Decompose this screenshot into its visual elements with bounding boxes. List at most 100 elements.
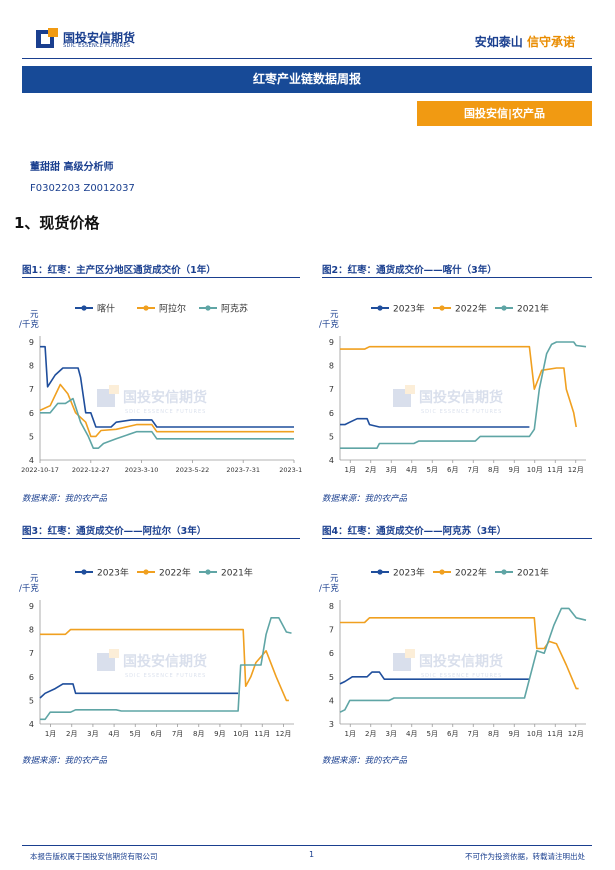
y-tick-label: 8 xyxy=(29,626,34,635)
y-tick-label: 8 xyxy=(329,602,334,611)
x-tick-label: 8月 xyxy=(488,730,499,738)
y-unit-label-bottom: /千克 xyxy=(19,319,39,330)
series-line-2 xyxy=(340,341,587,449)
x-tick-label: 2023-3-10 xyxy=(125,466,159,474)
y-tick-label: 6 xyxy=(29,409,34,418)
x-tick-label: 6月 xyxy=(447,466,458,474)
legend-marker xyxy=(81,569,87,575)
analyst-name: 董甜甜 高级分析师 xyxy=(30,162,114,173)
slogan: 安如泰山 信守承诺 xyxy=(475,33,575,50)
analyst-license: F0302203 Z0012037 xyxy=(30,183,135,194)
figure-3-rule xyxy=(22,538,300,539)
y-tick-label: 7 xyxy=(329,626,334,635)
figure-2-source: 数据来源：我的农产品 xyxy=(322,494,408,504)
footer-copyright: 本报告版权属于国投安信期货有限公司 xyxy=(30,852,158,861)
series-line-2 xyxy=(339,607,587,713)
figure-1-title: 图1：红枣：主产区分地区通货成交价（1年） xyxy=(22,265,216,276)
legend-item-0: 2023年 xyxy=(371,567,425,579)
x-tick-label: 3月 xyxy=(386,730,397,738)
watermark-text-en: SDIC ESSENCE FUTURES xyxy=(125,673,206,679)
legend-item-0: 2023年 xyxy=(371,303,425,315)
x-tick-label: 7月 xyxy=(468,466,479,474)
x-tick-label: 3月 xyxy=(386,466,397,474)
y-unit-label-top: 元 xyxy=(30,310,39,320)
y-tick-label: 5 xyxy=(29,432,34,441)
legend-label: 喀什 xyxy=(97,303,115,315)
legend-marker xyxy=(501,305,507,311)
logo-text-cn: 国投安信期货 xyxy=(63,31,136,45)
legend-item-1: 阿拉尔 xyxy=(137,303,186,315)
page-number: 1 xyxy=(309,850,315,859)
x-tick-label: 6月 xyxy=(447,730,458,738)
watermark-mark-accent xyxy=(405,385,415,394)
x-tick-label: 2月 xyxy=(365,730,376,738)
x-tick-label: 4月 xyxy=(406,466,417,474)
x-tick-label: 12月 xyxy=(568,730,584,738)
legend-marker xyxy=(439,305,445,311)
watermark-text-en: SDIC ESSENCE FUTURES xyxy=(421,673,502,679)
series-line-1 xyxy=(340,345,577,428)
y-unit-label-top: 元 xyxy=(330,310,339,320)
logo-mark-icon xyxy=(36,28,58,48)
figure-2-rule xyxy=(322,277,592,278)
y-tick-label: 7 xyxy=(29,385,34,394)
y-unit-label-bottom: /千克 xyxy=(19,583,39,594)
x-tick-label: 9月 xyxy=(509,466,520,474)
figure-4-source: 数据来源：我的农产品 xyxy=(322,756,408,766)
y-unit-label-top: 元 xyxy=(30,574,39,584)
watermark-text: 国投安信期货 xyxy=(123,653,207,670)
legend-label: 2023年 xyxy=(393,303,425,315)
watermark-mark-accent xyxy=(109,649,119,658)
y-tick-label: 9 xyxy=(29,338,34,347)
legend-label: 2022年 xyxy=(159,567,191,579)
watermark-mark-accent xyxy=(109,385,119,394)
x-tick-label: 11月 xyxy=(547,466,563,474)
legend-item-1: 2022年 xyxy=(433,303,487,315)
y-tick-label: 9 xyxy=(329,338,334,347)
x-tick-label: 8月 xyxy=(488,466,499,474)
x-tick-label: 5月 xyxy=(427,466,438,474)
watermark: 国投安信期货 SDIC ESSENCE FUTURES xyxy=(393,385,503,415)
watermark-mark-icon xyxy=(97,389,115,407)
x-tick-label: 2月 xyxy=(66,730,77,738)
legend-label: 2021年 xyxy=(221,567,253,579)
y-tick-label: 4 xyxy=(29,720,34,729)
x-tick-label: 11月 xyxy=(547,730,563,738)
x-tick-label: 1月 xyxy=(345,466,356,474)
x-tick-label: 11月 xyxy=(254,730,270,738)
legend-marker xyxy=(501,569,507,575)
y-tick-label: 7 xyxy=(29,649,34,658)
watermark-text: 国投安信期货 xyxy=(123,389,207,406)
x-tick-label: 9月 xyxy=(214,730,225,738)
legend-item-0: 2023年 xyxy=(75,567,129,579)
y-tick-label: 4 xyxy=(329,696,334,705)
figure-1-rule xyxy=(22,277,300,278)
watermark-mark-icon xyxy=(393,653,411,671)
x-tick-label: 10月 xyxy=(527,730,543,738)
legend-item-2: 2021年 xyxy=(199,567,253,579)
company-logo: 国投安信期货 SDIC ESSENCE FUTURES xyxy=(36,28,146,54)
watermark-text-en: SDIC ESSENCE FUTURES xyxy=(125,409,206,415)
legend-label: 2023年 xyxy=(97,567,129,579)
legend-marker xyxy=(439,569,445,575)
y-tick-label: 8 xyxy=(329,362,334,371)
x-tick-label: 10月 xyxy=(527,466,543,474)
x-tick-label: 2月 xyxy=(365,466,376,474)
x-tick-label: 1月 xyxy=(45,730,56,738)
watermark: 国投安信期货 SDIC ESSENCE FUTURES xyxy=(97,649,207,679)
legend-label: 2022年 xyxy=(455,567,487,579)
series-line-0 xyxy=(340,417,530,428)
x-tick-label: 5月 xyxy=(427,730,438,738)
series-line-0 xyxy=(40,345,294,428)
figure-4-rule xyxy=(322,538,592,539)
x-tick-label: 2022-10-17 xyxy=(21,466,59,474)
section-heading: 1、现货价格 xyxy=(14,214,100,232)
series-line-2 xyxy=(40,617,292,721)
legend-label: 2021年 xyxy=(517,567,549,579)
legend-marker xyxy=(81,305,87,311)
y-tick-label: 5 xyxy=(29,696,34,705)
legend-label: 2022年 xyxy=(455,303,487,315)
